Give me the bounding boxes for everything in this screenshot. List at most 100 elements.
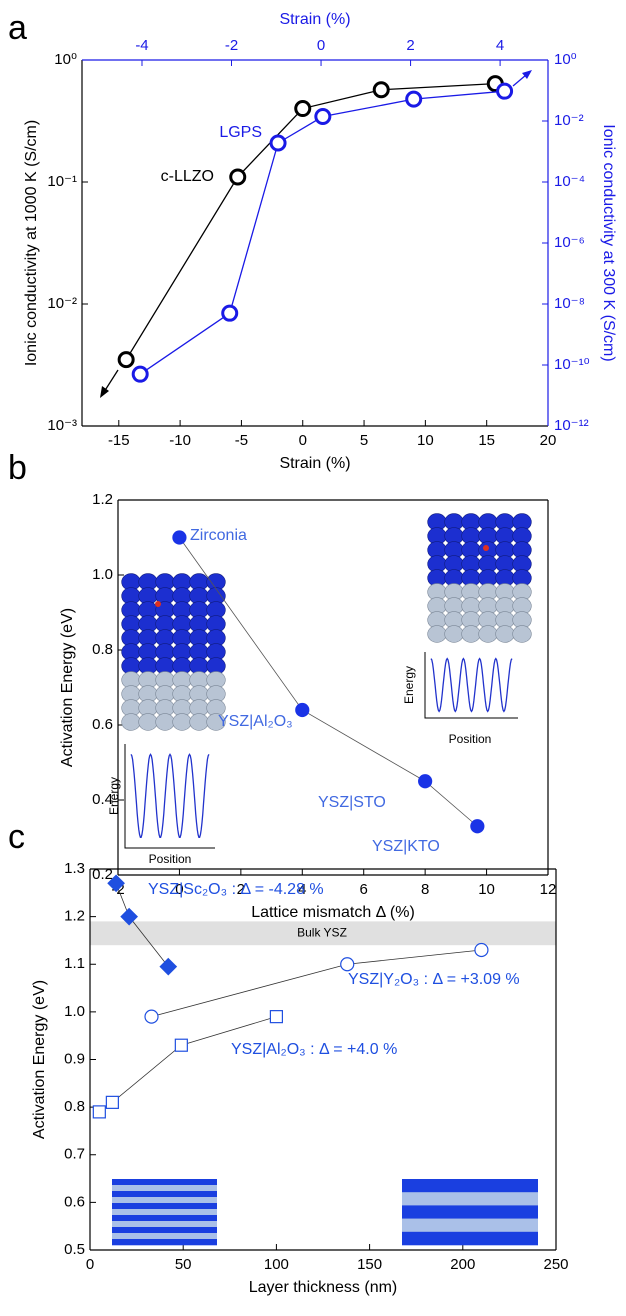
layer-stripe — [402, 1179, 538, 1193]
arrow-head — [100, 386, 109, 398]
arrow — [512, 74, 527, 87]
atom — [155, 713, 175, 731]
series-label: YSZ|Sc₂O₃ : Δ = -4.28 % — [148, 881, 324, 898]
layer-stripe — [402, 1218, 538, 1233]
x-tick-label: 200 — [450, 1256, 475, 1273]
marker — [229, 168, 247, 186]
marker — [117, 351, 135, 369]
y-axis-title: Activation Energy (eV) — [59, 608, 76, 767]
y-tick-label: 1.1 — [64, 955, 85, 972]
y-tick-label: 1.0 — [64, 1003, 85, 1020]
layer-stripe — [112, 1197, 217, 1204]
marker — [340, 957, 355, 972]
point-label: Zirconia — [190, 527, 247, 544]
atom — [206, 713, 226, 731]
x-tick-label: 5 — [360, 432, 368, 449]
inset-axes — [124, 744, 215, 849]
reference-band — [90, 921, 556, 946]
x-tick-label: 2 — [237, 881, 245, 898]
y-tick-label: 1.3 — [64, 860, 85, 877]
marker — [107, 874, 125, 893]
series-label: YSZ|Al₂O₃ : Δ = +4.0 % — [231, 1041, 397, 1058]
x2-tick-label: 2 — [406, 37, 414, 54]
energy-curve — [430, 657, 513, 713]
panel-label: b — [8, 449, 27, 487]
x-tick-label: 20 — [540, 432, 557, 449]
y-axis-title: Ionic conductivity at 1000 K (S/cm) — [23, 120, 40, 366]
atom — [495, 625, 515, 643]
atom — [189, 713, 209, 731]
x2-tick-label: -4 — [135, 37, 148, 54]
inset-x-label: Position — [149, 852, 192, 866]
y-tick-label: 0.9 — [64, 1050, 85, 1067]
marker — [418, 774, 433, 789]
series-line — [99, 1016, 277, 1113]
marker — [174, 1038, 188, 1052]
arrow-head — [522, 70, 532, 79]
marker — [172, 530, 187, 545]
x-axis-title: Layer thickness (nm) — [249, 1279, 398, 1296]
layer-stripe — [112, 1215, 217, 1222]
marker — [131, 365, 149, 383]
layer-stripe — [112, 1233, 217, 1240]
x-tick-label: -5 — [235, 432, 248, 449]
x-tick-label: 100 — [264, 1256, 289, 1273]
y-tick-label: 0.8 — [64, 1098, 85, 1115]
marker — [294, 100, 312, 118]
x-tick-label: 8 — [421, 881, 429, 898]
x-tick-label: 250 — [543, 1256, 568, 1273]
y-tick-label: 10⁰ — [54, 51, 77, 68]
x-tick-label: 150 — [357, 1256, 382, 1273]
x-tick-label: 15 — [478, 432, 495, 449]
y2-tick-label: 10⁻⁸ — [554, 295, 585, 312]
layer-stripe — [112, 1227, 217, 1234]
inset-y-label: Energy — [107, 777, 121, 815]
y-tick-label: 0.4 — [92, 791, 113, 808]
marker — [144, 1009, 159, 1024]
y2-tick-label: 10⁻⁶ — [554, 234, 585, 251]
atom — [138, 713, 158, 731]
series-label: YSZ|Y₂O₃ : Δ = +3.09 % — [348, 971, 520, 988]
series-label: c-LLZO — [161, 168, 214, 185]
layer-stripe — [402, 1192, 538, 1206]
x-tick-label: 10 — [417, 432, 434, 449]
y-tick-label: 0.6 — [92, 716, 113, 733]
y-tick-label: 1.2 — [64, 908, 85, 925]
y2-tick-label: 10⁻¹² — [554, 417, 589, 434]
marker — [269, 134, 287, 152]
atom — [461, 625, 481, 643]
x-tick-label: 50 — [175, 1256, 192, 1273]
y2-tick-label: 10⁰ — [554, 51, 577, 68]
marker — [314, 108, 332, 126]
x2-tick-label: 4 — [496, 37, 504, 54]
marker — [372, 81, 390, 99]
marker — [496, 82, 514, 100]
marker — [474, 942, 489, 958]
marker — [269, 1010, 283, 1024]
layer-stripe — [402, 1205, 538, 1219]
series-line — [139, 90, 505, 375]
y-tick-label: 0.8 — [92, 641, 113, 658]
oxygen — [483, 545, 489, 551]
y2-axis-title: Ionic conductivity at 300 K (S/cm) — [600, 124, 617, 361]
x-tick-label: 0 — [86, 1256, 94, 1273]
panel-label: c — [8, 818, 25, 856]
series-line — [125, 82, 496, 360]
x-tick-label: 6 — [360, 881, 368, 898]
layer-stripe — [112, 1221, 217, 1228]
x-tick-label: 0 — [175, 881, 183, 898]
layer-stripe — [402, 1231, 538, 1246]
layer-stripe — [112, 1179, 217, 1186]
y-tick-label: 1.0 — [92, 566, 113, 583]
x-tick-label: 12 — [540, 881, 557, 898]
y-tick-label: 0.5 — [64, 1241, 85, 1258]
y-tick-label: 0.6 — [64, 1193, 85, 1210]
atom — [427, 625, 447, 643]
y-tick-label: 10⁻² — [47, 295, 77, 312]
x-tick-label: 4 — [298, 881, 306, 898]
inset-y-label: Energy — [402, 666, 416, 704]
x2-tick-label: 0 — [317, 37, 325, 54]
layer-stripe — [112, 1185, 217, 1192]
y2-tick-label: 10⁻² — [554, 112, 584, 129]
